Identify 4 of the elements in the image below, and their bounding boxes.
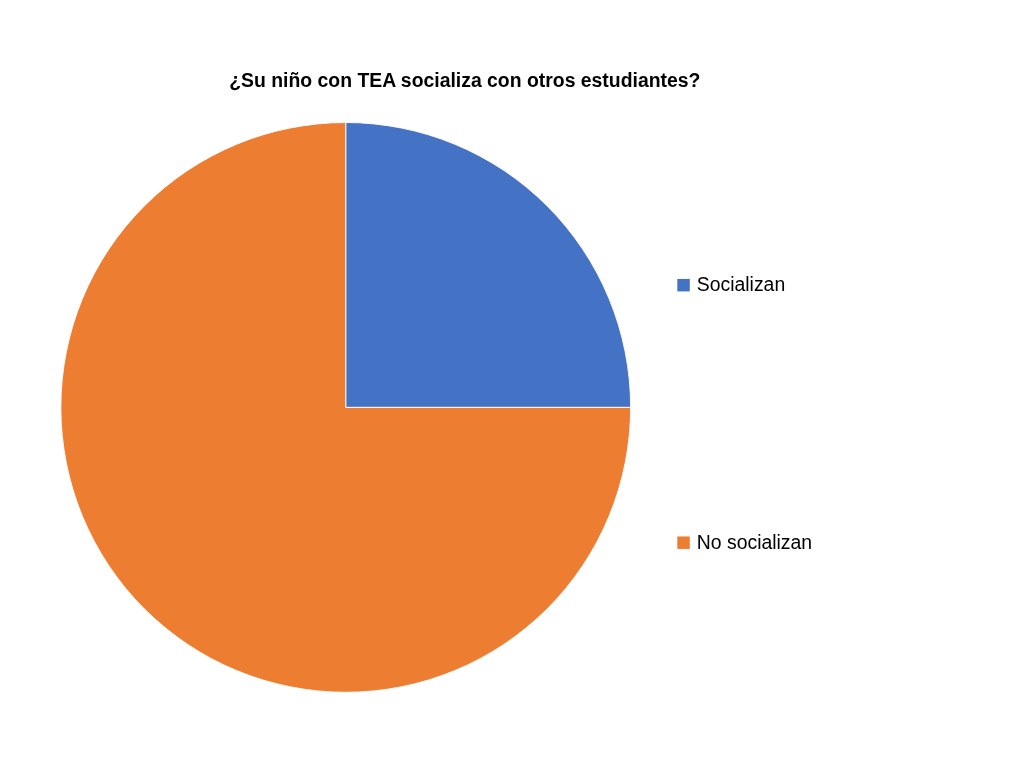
pie-slice [60,122,632,693]
legend-label: No socializan [696,530,813,553]
chart-title: ¿Su niño con TEA socializa con otros estudiantes? [229,69,701,92]
legend-label: Socializan [696,273,786,296]
